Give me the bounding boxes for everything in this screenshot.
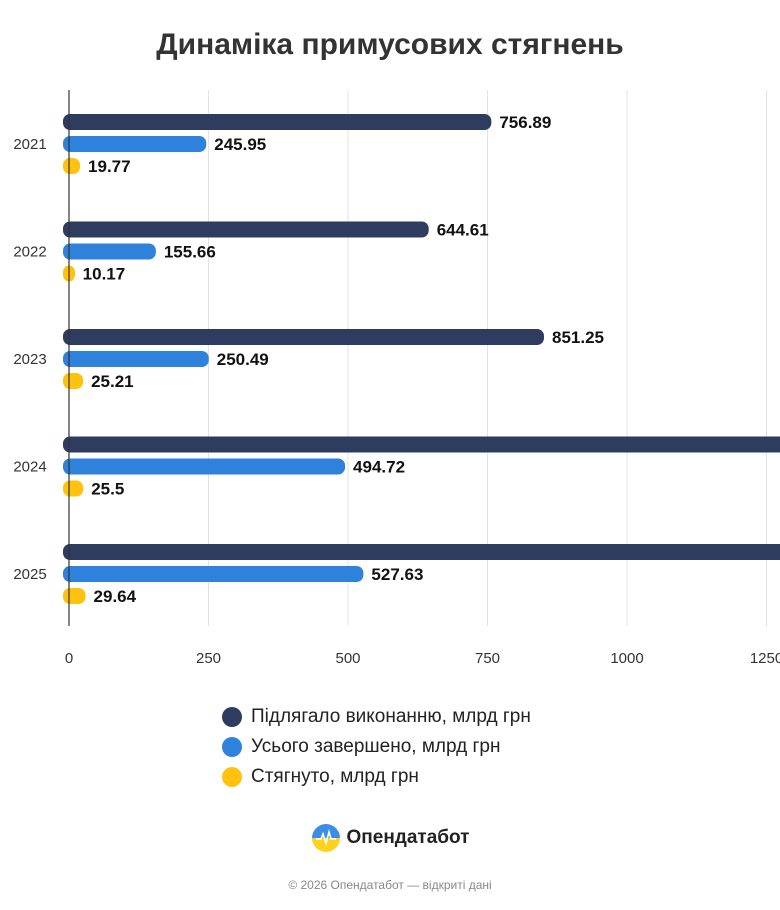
data-label: 527.63	[371, 565, 423, 584]
x-tick-label: 0	[65, 650, 73, 667]
bar[interactable]	[63, 243, 156, 260]
data-label: 19.77	[88, 157, 131, 176]
footer-copyright: © 2026 Опендатабот — відкриті дані	[288, 878, 492, 892]
bar[interactable]	[63, 566, 364, 582]
bar[interactable]	[63, 373, 84, 389]
y-tick-label: 2022	[13, 244, 46, 261]
data-label: 250.49	[217, 350, 269, 369]
bar[interactable]	[63, 436, 780, 453]
data-label: 756.89	[499, 113, 551, 132]
x-tick-label: 1250	[750, 650, 780, 667]
legend-marker-collected	[222, 767, 242, 787]
bar[interactable]	[63, 351, 209, 367]
legend-item-planned[interactable]: Підлягало виконанню, млрд грн	[222, 702, 531, 732]
data-label: 10.17	[83, 265, 126, 284]
bar[interactable]	[63, 329, 544, 345]
data-label: 25.5	[91, 480, 124, 499]
y-tick-label: 2024	[13, 459, 46, 476]
legend-label-collected: Стягнуто, млрд грн	[251, 766, 419, 787]
legend-marker-planned	[222, 707, 242, 727]
brand-name: Опендатабот	[346, 827, 470, 848]
bar[interactable]	[63, 221, 429, 238]
x-tick-label: 1000	[610, 650, 643, 667]
y-tick-label: 2023	[13, 351, 46, 368]
data-label: 155.66	[164, 243, 216, 262]
data-label: 644.61	[437, 221, 489, 240]
bar[interactable]	[63, 588, 86, 604]
data-label: 25.21	[91, 372, 134, 391]
y-tick-label: 2025	[13, 566, 46, 583]
legend-marker-completed	[222, 737, 242, 757]
x-tick-label: 750	[475, 650, 500, 667]
x-tick-label: 250	[196, 650, 221, 667]
y-tick-label: 2021	[13, 136, 46, 153]
chart-title: Динаміка примусових стягнень	[156, 28, 624, 61]
data-label: 245.95	[214, 135, 266, 154]
bar[interactable]	[63, 458, 346, 475]
bar[interactable]	[63, 480, 84, 497]
data-label: 29.64	[94, 587, 137, 606]
legend-item-completed[interactable]: Усього завершено, млрд грн	[222, 732, 531, 762]
data-label: 494.72	[353, 458, 405, 477]
opendatabot-logo-icon	[311, 824, 340, 852]
bar[interactable]	[63, 114, 492, 130]
legend: Підлягало виконанню, млрд грн Усього зав…	[222, 702, 531, 792]
legend-label-planned: Підлягало виконанню, млрд грн	[251, 706, 531, 727]
bar[interactable]	[63, 136, 207, 152]
data-label: 851.25	[552, 328, 604, 347]
bar-chart: 756.89 245.95 19.77 644.61 155.66 10.17 851.25…	[13, 90, 780, 667]
x-tick-label: 500	[335, 650, 360, 667]
bar[interactable]	[63, 158, 81, 174]
brand: Опендатабот	[0, 823, 780, 853]
legend-label-completed: Усього завершено, млрд грн	[251, 736, 501, 757]
legend-item-collected[interactable]: Стягнуто, млрд грн	[222, 762, 531, 792]
bar[interactable]	[63, 544, 780, 560]
